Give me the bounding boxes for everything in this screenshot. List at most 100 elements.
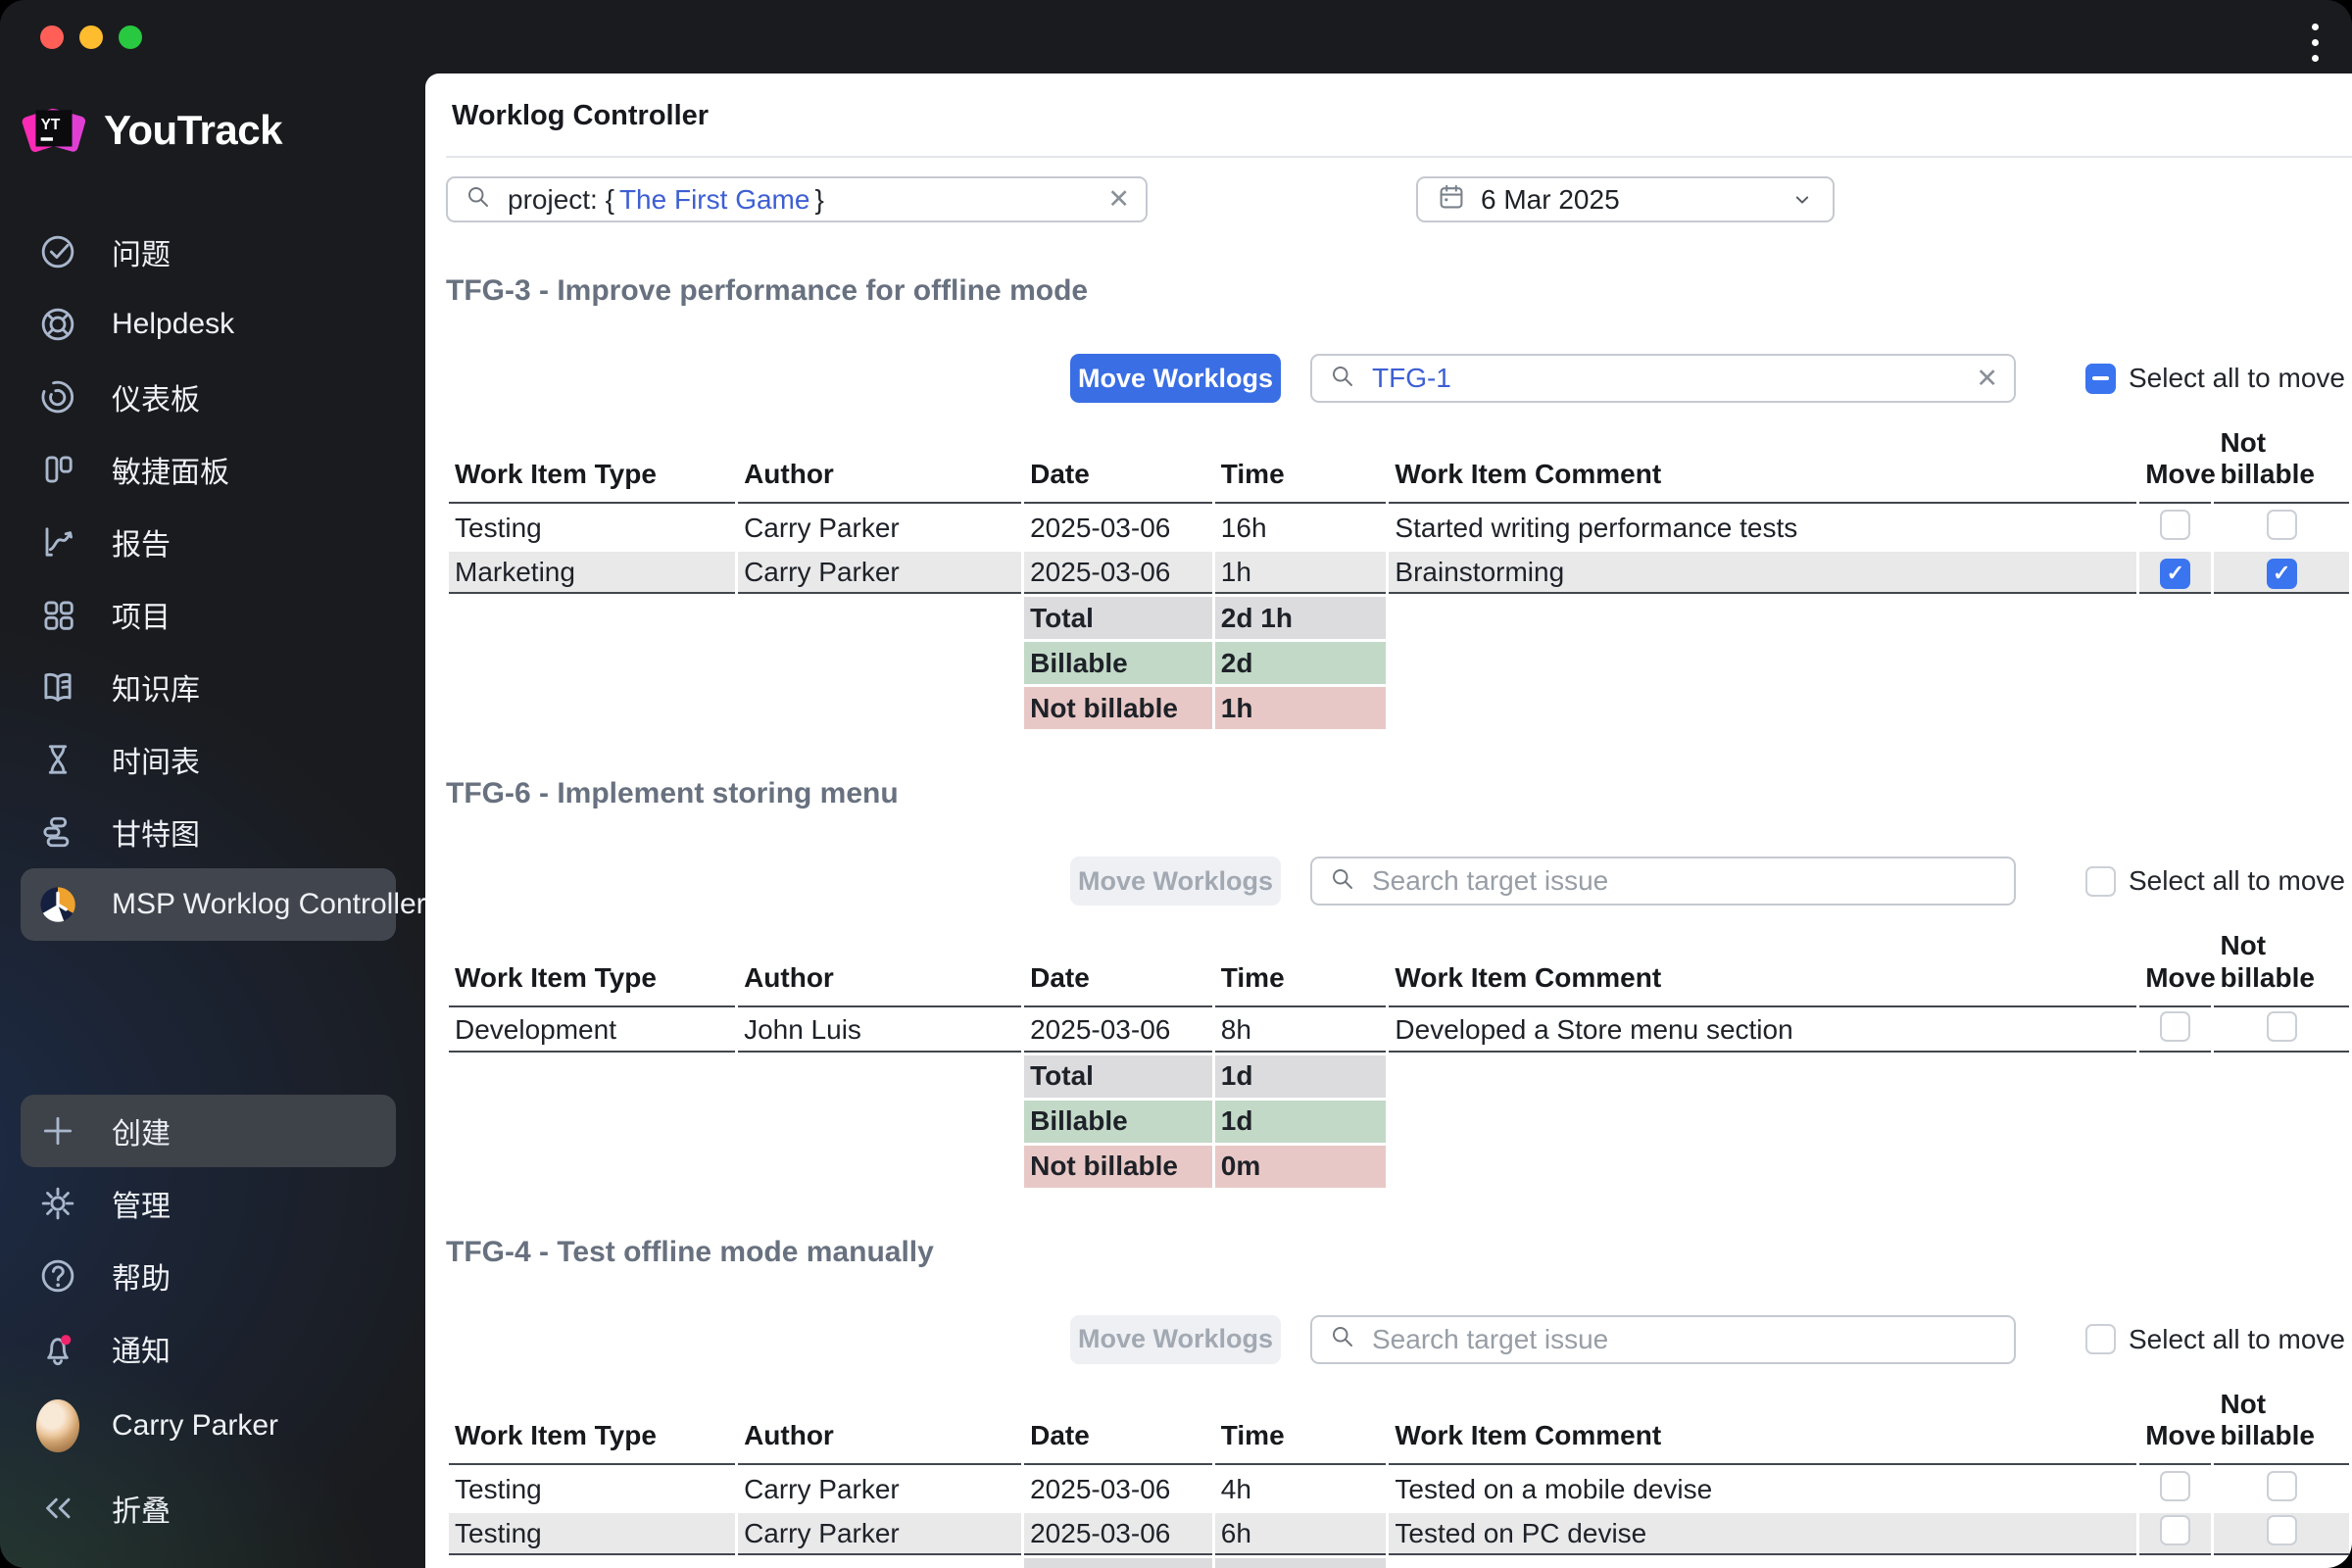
- sidebar-item-仪表板[interactable]: 仪表板: [21, 361, 396, 433]
- sidebar-item-label: Carry Parker: [112, 1409, 279, 1442]
- not-billable-checkbox[interactable]: [2266, 509, 2297, 540]
- sidebar-item-msp-worklog-controller[interactable]: MSP Worklog Controller: [21, 868, 426, 941]
- work-item-type-cell: Marketing: [449, 552, 736, 595]
- select-all-to-move[interactable]: Select all to move: [2085, 865, 2345, 897]
- summary-label: Billable: [1024, 642, 1212, 685]
- youtrack-logo-icon: YT: [22, 108, 86, 153]
- projects-icon: [36, 593, 79, 636]
- worklog-controller-icon: [36, 883, 79, 926]
- not-billable-checkbox[interactable]: [2266, 558, 2297, 589]
- clear-search-icon[interactable]: ✕: [1976, 363, 1998, 393]
- summary-value: 2d 1h: [1214, 597, 1387, 640]
- search-icon: [1328, 1322, 1357, 1356]
- move-worklogs-button[interactable]: Move Worklogs: [1070, 857, 1281, 906]
- sidebar-item-敏捷面板[interactable]: 敏捷面板: [21, 433, 396, 506]
- worklog-section: TFG-6 - Implement storing menu Move Work…: [425, 777, 2352, 1190]
- select-all-to-move[interactable]: Select all to move: [2085, 1324, 2345, 1355]
- reports-icon: [36, 520, 79, 564]
- sidebar-item-helpdesk[interactable]: Helpdesk: [21, 288, 396, 361]
- select-all-checkbox[interactable]: [2085, 363, 2116, 394]
- move-checkbox[interactable]: [2160, 1470, 2191, 1501]
- summary-row-total: Total 1d: [449, 1054, 2349, 1098]
- helpdesk-icon: [36, 303, 79, 346]
- sidebar-item-创建[interactable]: 创建: [21, 1095, 396, 1167]
- section-controls: Move Worklogs ✕ Select all to move: [446, 857, 2345, 906]
- column-header: Author: [738, 427, 1022, 505]
- not-billable-checkbox[interactable]: [2266, 1470, 2297, 1501]
- move-checkbox[interactable]: [2160, 1514, 2191, 1545]
- column-header: Time: [1214, 427, 1387, 505]
- zoom-button[interactable]: [119, 25, 142, 49]
- worklog-row: Testing Carry Parker 2025-03-06 16h Started …: [449, 507, 2349, 550]
- not-billable-checkbox[interactable]: [2266, 1011, 2297, 1043]
- select-all-checkbox[interactable]: [2085, 865, 2116, 897]
- column-header: Work Item Comment: [1389, 930, 2137, 1007]
- section-controls: Move Worklogs ✕ Select all to move: [446, 354, 2345, 403]
- column-header: Author: [738, 1389, 1022, 1466]
- section-controls: Move Worklogs ✕ Select all to move: [446, 1314, 2345, 1364]
- target-issue-search[interactable]: ✕: [1310, 354, 2016, 403]
- select-all-label: Select all to move: [2129, 363, 2345, 393]
- sidebar-item-项目[interactable]: 项目: [21, 578, 396, 651]
- move-worklogs-button[interactable]: Move Worklogs: [1070, 1314, 1281, 1364]
- column-header: Not billable: [2214, 1389, 2349, 1466]
- summary-label: Not billable: [1024, 1145, 1212, 1188]
- column-header: Work Item Type: [449, 1389, 736, 1466]
- target-issue-search[interactable]: ✕: [1310, 857, 2016, 906]
- select-all-checkbox[interactable]: [2085, 1324, 2116, 1355]
- move-worklogs-button[interactable]: Move Worklogs: [1070, 354, 1281, 403]
- sidebar-item-通知[interactable]: 通知: [21, 1312, 396, 1385]
- worklog-row: Testing Carry Parker 2025-03-06 6h Tested on…: [449, 1513, 2349, 1556]
- date-cell: 2025-03-06: [1024, 1009, 1212, 1053]
- sidebar-item-label: Helpdesk: [112, 308, 235, 340]
- target-issue-search-input[interactable]: [1372, 865, 1998, 898]
- column-header: Date: [1024, 930, 1212, 1007]
- sidebar-item-carry-parker[interactable]: Carry Parker: [21, 1385, 396, 1467]
- close-button[interactable]: [40, 25, 64, 49]
- column-header: Date: [1024, 427, 1212, 505]
- sidebar-item-label: 报告: [112, 529, 171, 562]
- column-header: Move: [2139, 930, 2216, 1007]
- date-picker[interactable]: 6 Mar 2025: [1416, 176, 1835, 222]
- chevron-down-icon: [1789, 187, 1815, 213]
- sidebar-item-问题[interactable]: 问题: [21, 216, 396, 288]
- avatar: [36, 1399, 79, 1452]
- plus-icon: [36, 1109, 79, 1152]
- minimize-button[interactable]: [79, 25, 103, 49]
- youtrack-logo[interactable]: YT YouTrack: [22, 98, 282, 163]
- move-checkbox[interactable]: [2160, 509, 2191, 540]
- window-menu-icon[interactable]: [2308, 20, 2323, 66]
- move-checkbox[interactable]: [2160, 1011, 2191, 1043]
- sidebar-item-甘特图[interactable]: 甘特图: [21, 796, 396, 868]
- move-checkbox[interactable]: [2160, 558, 2191, 589]
- sidebar-item-报告[interactable]: 报告: [21, 506, 396, 578]
- date-cell: 2025-03-06: [1024, 552, 1212, 595]
- worklog-section: TFG-4 - Test offline mode manually Move …: [425, 1236, 2352, 1568]
- clear-project-filter-icon[interactable]: ✕: [1107, 184, 1130, 214]
- selected-date: 6 Mar 2025: [1481, 183, 1620, 215]
- summary-value: 1d: [1214, 1054, 1387, 1098]
- project-filter-input[interactable]: project: { The First Game } ✕: [446, 176, 1148, 222]
- column-header: Move: [2139, 427, 2216, 505]
- sidebar-item-管理[interactable]: 管理: [21, 1167, 396, 1240]
- sidebar-item-时间表[interactable]: 时间表: [21, 723, 396, 796]
- sidebar-item-label: 知识库: [112, 674, 200, 707]
- target-issue-search-input[interactable]: [1372, 1323, 1998, 1355]
- target-issue-search[interactable]: ✕: [1310, 1314, 2016, 1364]
- comment-cell: Tested on PC devise: [1389, 1513, 2137, 1556]
- target-issue-search-input[interactable]: [1372, 363, 1962, 394]
- author-cell: John Luis: [738, 1009, 1022, 1053]
- select-all-label: Select all to move: [2129, 1323, 2345, 1354]
- summary-row-notbill: Not billable 1h: [449, 687, 2349, 730]
- header-divider: [446, 156, 2352, 158]
- not-billable-checkbox[interactable]: [2266, 1514, 2297, 1545]
- column-header: Not billable: [2214, 930, 2349, 1007]
- worklog-table: Work Item Type Author Date Time Work Item Co…: [446, 424, 2352, 732]
- sidebar-item-折叠[interactable]: 折叠: [21, 1467, 396, 1549]
- select-all-to-move[interactable]: Select all to move: [2085, 363, 2345, 394]
- sidebar-item-帮助[interactable]: 帮助: [21, 1240, 396, 1312]
- column-header: Time: [1214, 930, 1387, 1007]
- summary-value: 1d 2h: [1214, 1558, 1387, 1568]
- sidebar-item-知识库[interactable]: 知识库: [21, 651, 396, 723]
